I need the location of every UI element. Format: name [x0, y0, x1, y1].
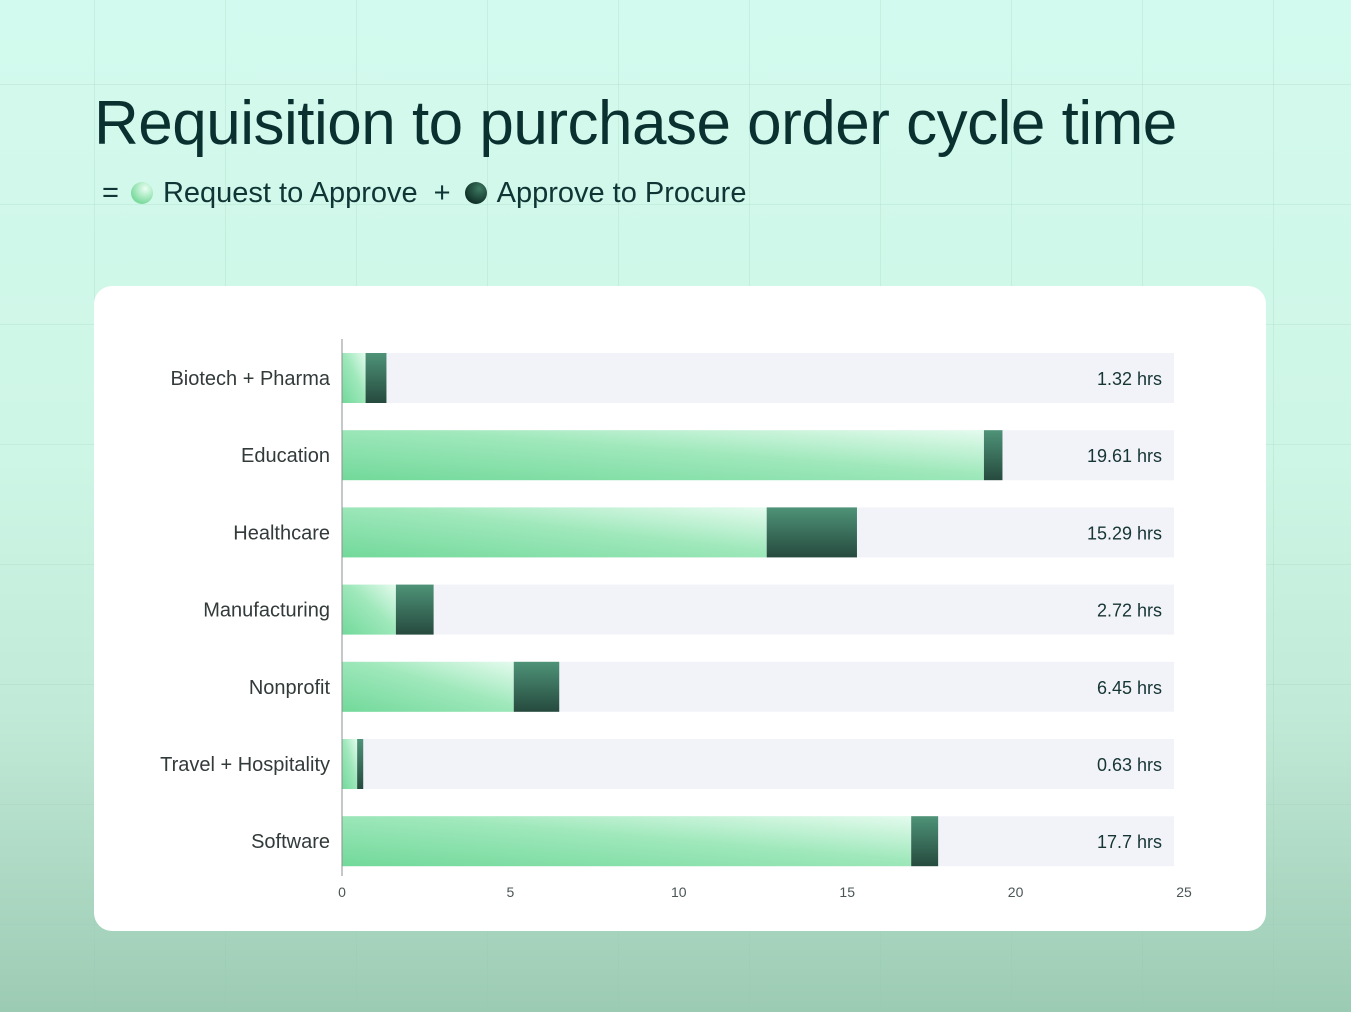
bar-approve-to-procure-manufacturing: [395, 584, 434, 635]
category-label: Nonprofit: [249, 677, 331, 699]
bar-request-to-approve-software: [342, 816, 912, 867]
value-label: 6.45 hrs: [1097, 678, 1162, 698]
bar-track-biotech-pharma: [342, 353, 1174, 403]
bar-approve-to-procure-travel-hospitality: [357, 739, 364, 789]
value-label: 1.32 hrs: [1097, 369, 1162, 389]
value-label: 17.7 hrs: [1097, 832, 1162, 852]
value-label: 19.61 hrs: [1087, 446, 1162, 466]
bar-request-to-approve-education: [342, 430, 984, 481]
bar-track-travel-hospitality: [342, 739, 1174, 789]
bar-approve-to-procure-software: [911, 816, 939, 867]
bar-request-to-approve-manufacturing: [342, 584, 396, 635]
bar-request-to-approve-travel-hospitality: [342, 739, 358, 789]
page-title: Requisition to purchase order cycle time: [94, 89, 1177, 158]
bar-approve-to-procure-nonprofit: [513, 661, 560, 712]
x-tick-label: 15: [839, 884, 855, 900]
legend: = Request to Approve + Approve to Procur…: [102, 174, 746, 212]
light-green-dot-icon: [130, 182, 153, 204]
chart-card: Biotech + Pharma 1.32 hrs Education 19.61 h…: [94, 286, 1266, 931]
x-tick-label: 25: [1176, 884, 1192, 900]
x-tick-label: 5: [507, 884, 515, 900]
category-label: Software: [251, 831, 330, 853]
x-tick-label: 20: [1008, 884, 1024, 900]
bar-approve-to-procure-healthcare: [766, 507, 857, 558]
bar-chart: Biotech + Pharma 1.32 hrs Education 19.61 h…: [160, 339, 1192, 900]
value-label: 15.29 hrs: [1087, 523, 1162, 543]
category-label: Healthcare: [233, 522, 330, 544]
legend-plus: +: [433, 176, 451, 209]
bar-request-to-approve-biotech-pharma: [342, 353, 366, 403]
legend-label-approve-to-procure: Approve to Procure: [496, 176, 747, 209]
bar-approve-to-procure-education: [983, 430, 1003, 481]
bar-track-manufacturing: [342, 584, 1174, 635]
value-label: 2.72 hrs: [1097, 601, 1162, 621]
category-label: Manufacturing: [203, 600, 330, 622]
bar-request-to-approve-healthcare: [342, 507, 767, 558]
category-label: Travel + Hospitality: [160, 754, 330, 776]
x-tick-label: 0: [338, 884, 346, 900]
dark-green-dot-icon: [464, 182, 487, 204]
category-label: Biotech + Pharma: [170, 368, 330, 390]
legend-label-request-to-approve: Request to Approve: [162, 176, 418, 209]
category-label: Education: [241, 445, 330, 467]
bar-request-to-approve-nonprofit: [342, 661, 514, 712]
x-tick-label: 10: [671, 884, 687, 900]
value-label: 0.63 hrs: [1097, 755, 1162, 775]
bar-approve-to-procure-biotech-pharma: [365, 353, 387, 403]
legend-equals: =: [102, 176, 119, 209]
